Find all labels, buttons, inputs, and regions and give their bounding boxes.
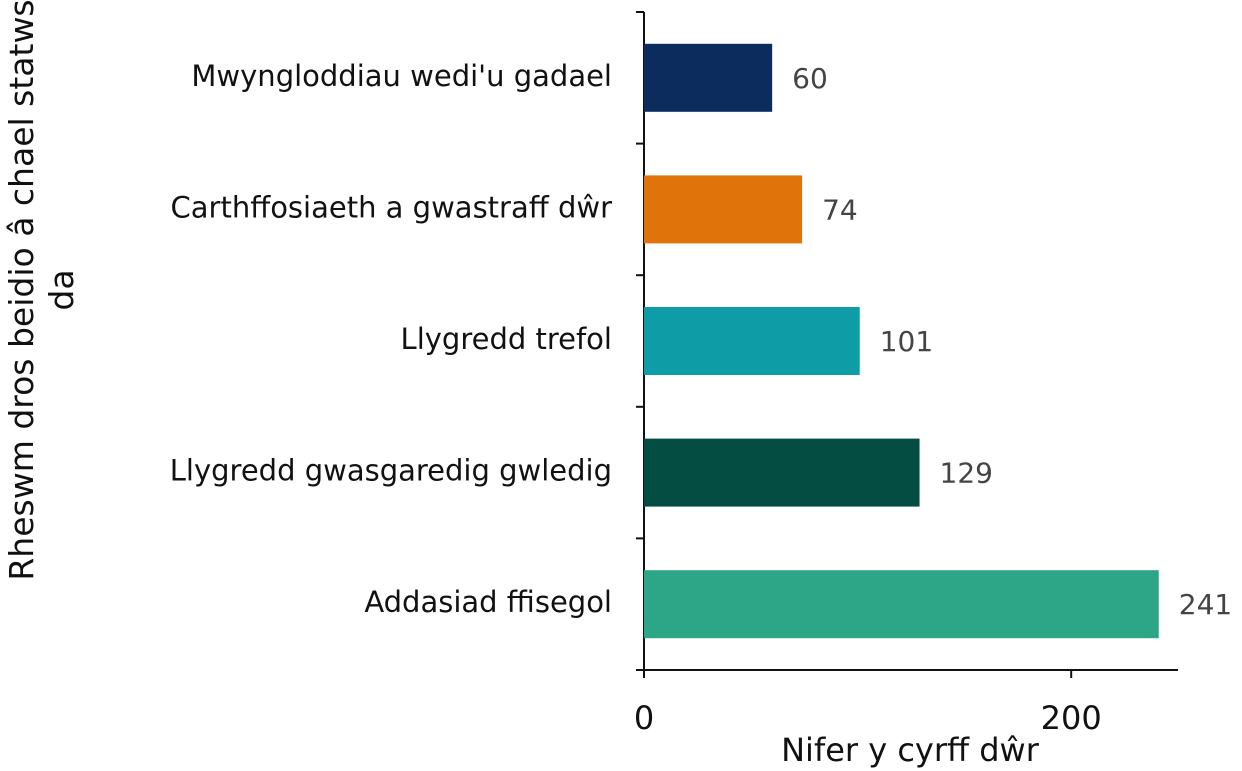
y-tick-label: Llygredd trefol [401, 322, 612, 356]
y-tick-label: Addasiad ffisegol [364, 585, 612, 619]
bar [644, 570, 1159, 639]
x-axis-title: Nifer y cyrff dŵr [781, 731, 1040, 769]
y-axis-title: Rheswm dros beidio â chael statws da [2, 0, 81, 581]
bar [644, 307, 860, 375]
value-label: 101 [880, 325, 933, 358]
y-tick-label: Llygredd gwasgaredig gwledig [170, 454, 612, 488]
bar [644, 438, 920, 507]
bar [644, 43, 773, 112]
y-tick-label: Carthffosiaeth a gwastraff dŵr [171, 190, 613, 224]
value-label: 241 [1179, 588, 1232, 621]
value-label: 74 [822, 193, 858, 226]
x-tick-label: 0 [634, 699, 654, 737]
value-label: 129 [940, 457, 993, 490]
y-tick-label: Mwyngloddiau wedi'u gadael [191, 59, 612, 93]
bar [644, 175, 803, 244]
x-tick-label: 200 [1041, 699, 1102, 737]
value-label: 60 [792, 62, 828, 95]
